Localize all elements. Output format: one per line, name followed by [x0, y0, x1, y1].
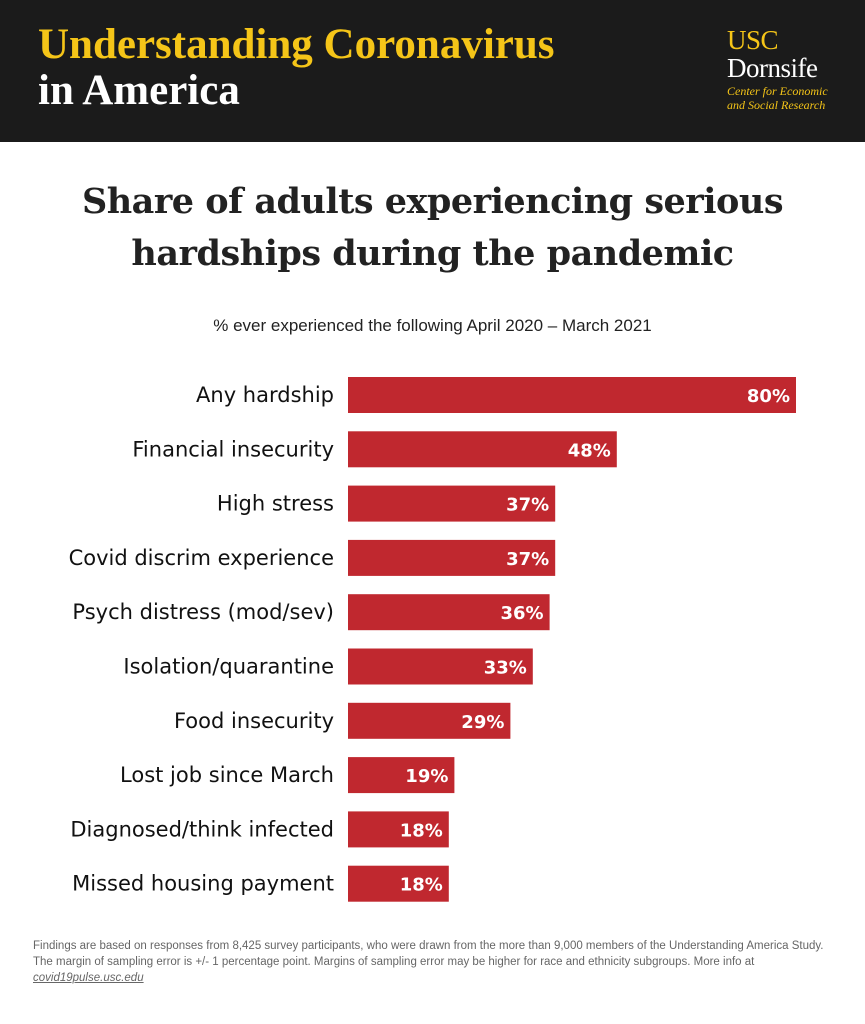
value-label: 80% — [747, 386, 790, 407]
banner-title: Understanding Coronavirus in America — [38, 22, 555, 114]
category-label: Lost job since March — [120, 763, 334, 787]
value-label: 18% — [400, 875, 443, 896]
logo-dornsife: Dornsife — [727, 53, 818, 83]
value-label: 18% — [400, 820, 443, 841]
bar — [348, 485, 556, 522]
logo-usc: USC — [727, 25, 779, 55]
chart-subtitle: % ever experienced the following April 2… — [213, 316, 652, 335]
bar — [348, 648, 533, 685]
bar — [348, 539, 556, 576]
category-label: Missed housing payment — [72, 872, 334, 896]
category-label: Financial insecurity — [132, 437, 334, 461]
bar — [348, 594, 550, 631]
value-label: 36% — [501, 603, 544, 624]
banner-title-line1: Understanding Coronavirus — [38, 21, 555, 68]
logo-sub-line1: Center for Economic — [727, 84, 828, 98]
bar — [348, 377, 796, 413]
value-label: 48% — [568, 440, 611, 461]
header-banner: Understanding Coronavirus in America USC… — [0, 0, 865, 142]
bar — [348, 811, 449, 848]
banner-title-line2: in America — [38, 67, 240, 114]
usc-dornsife-logo: USC Dornsife Center for Economic and Soc… — [727, 26, 857, 112]
bar — [348, 702, 511, 739]
value-label: 19% — [405, 766, 448, 787]
chart-title-line1: Share of adults experiencing serious — [81, 181, 784, 222]
footer-link[interactable]: covid19pulse.usc.edu — [33, 972, 144, 984]
category-label: Any hardship — [196, 383, 334, 407]
category-label: Diagnosed/think infected — [70, 817, 334, 841]
chart-title-line2: hardships during the pandemic — [131, 233, 734, 274]
value-label: 37% — [506, 549, 549, 570]
category-label: Covid discrim experience — [69, 546, 334, 570]
logo-sub-line2: and Social Research — [727, 98, 826, 112]
category-label: Food insecurity — [174, 709, 334, 733]
footer-note: Findings are based on responses from 8,4… — [33, 938, 843, 986]
bar-chart: Any hardship 80% Financial insecurity 48% Hi… — [69, 377, 796, 902]
bar — [348, 431, 617, 468]
bar — [348, 865, 449, 902]
value-label: 33% — [484, 658, 527, 679]
bar — [348, 757, 455, 794]
value-label: 29% — [461, 712, 504, 733]
chart-title: Share of adults experiencing serious har… — [0, 176, 865, 280]
value-label: 37% — [506, 495, 549, 516]
category-label: High stress — [217, 492, 334, 516]
category-label: Isolation/quarantine — [123, 655, 334, 679]
footer-text: Findings are based on responses from 8,4… — [33, 940, 824, 968]
category-label: Psych distress (mod/sev) — [72, 600, 334, 624]
